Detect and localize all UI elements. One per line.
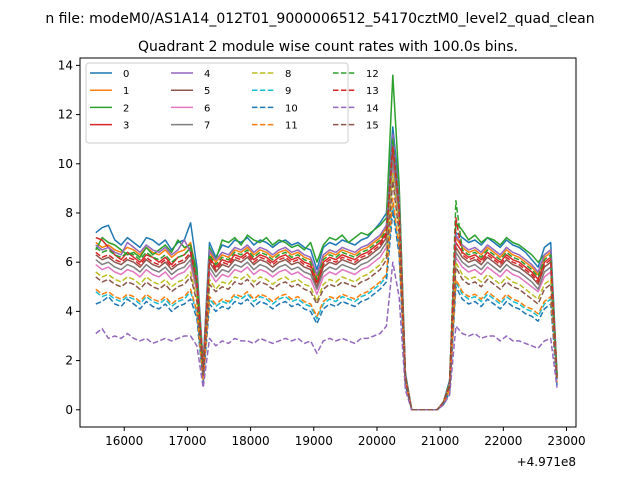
legend-label-8: 8 bbox=[285, 69, 291, 80]
tick-layer: 16000 17000 18000 19000 20000 21000 22000 23000… bbox=[58, 58, 586, 448]
legend-label-9: 9 bbox=[285, 86, 291, 97]
y-tick-label: 4 bbox=[65, 304, 73, 318]
series-line-1 bbox=[95, 138, 558, 411]
legend-label-14: 14 bbox=[366, 103, 379, 114]
y-tick-label: 2 bbox=[65, 354, 73, 368]
y-tick-label: 12 bbox=[58, 108, 73, 122]
legend-label-7: 7 bbox=[204, 121, 210, 132]
legend-label-0: 0 bbox=[123, 69, 129, 80]
legend-label-11: 11 bbox=[285, 121, 298, 132]
series-layer bbox=[95, 74, 558, 411]
y-tick-label: 6 bbox=[65, 255, 73, 269]
legend-label-13: 13 bbox=[366, 86, 379, 97]
series-line-11 bbox=[95, 197, 558, 411]
x-tick-label: 19000 bbox=[295, 434, 333, 448]
series-line-7 bbox=[95, 158, 558, 411]
x-offset-label: +4.971e8 bbox=[517, 455, 576, 469]
y-tick-label: 10 bbox=[58, 157, 73, 171]
series-line-3 bbox=[95, 143, 558, 411]
series-line-8 bbox=[95, 172, 558, 411]
x-tick-label: 17000 bbox=[168, 434, 206, 448]
y-tick-label: 0 bbox=[65, 403, 73, 417]
series-line-4 bbox=[95, 133, 558, 411]
legend-label-1: 1 bbox=[123, 86, 129, 97]
legend-label-3: 3 bbox=[123, 121, 129, 132]
series-line-5 bbox=[95, 150, 558, 411]
x-tick-label: 23000 bbox=[547, 434, 585, 448]
y-tick-label: 8 bbox=[65, 206, 73, 220]
series-line-15 bbox=[95, 180, 558, 411]
x-tick-label: 21000 bbox=[421, 434, 459, 448]
x-tick-label: 22000 bbox=[484, 434, 522, 448]
legend-label-6: 6 bbox=[204, 103, 210, 114]
x-tick-label: 20000 bbox=[358, 434, 396, 448]
figure-suptitle: n file: modeM0/AS1A14_012T01_9000006512_… bbox=[45, 11, 594, 27]
legend-label-4: 4 bbox=[204, 69, 210, 80]
legend-label-5: 5 bbox=[204, 86, 210, 97]
x-tick-label: 18000 bbox=[232, 434, 270, 448]
chart-title: Quadrant 2 module wise count rates with … bbox=[138, 39, 518, 55]
legend-label-15: 15 bbox=[366, 121, 379, 132]
y-tick-label: 14 bbox=[58, 58, 73, 72]
series-line-9 bbox=[95, 202, 558, 411]
series-line-2 bbox=[95, 74, 558, 411]
legend-label-10: 10 bbox=[285, 103, 298, 114]
series-line-6 bbox=[95, 163, 558, 411]
legend-box bbox=[85, 62, 349, 144]
series-line-10 bbox=[95, 209, 558, 411]
series-line-12 bbox=[95, 138, 558, 411]
legend-label-2: 2 bbox=[123, 103, 129, 114]
legend-label-12: 12 bbox=[366, 69, 379, 80]
series-line-14 bbox=[95, 261, 558, 411]
plot-frame bbox=[79, 57, 577, 428]
series-line-13 bbox=[95, 145, 558, 411]
x-tick-label: 16000 bbox=[105, 434, 143, 448]
